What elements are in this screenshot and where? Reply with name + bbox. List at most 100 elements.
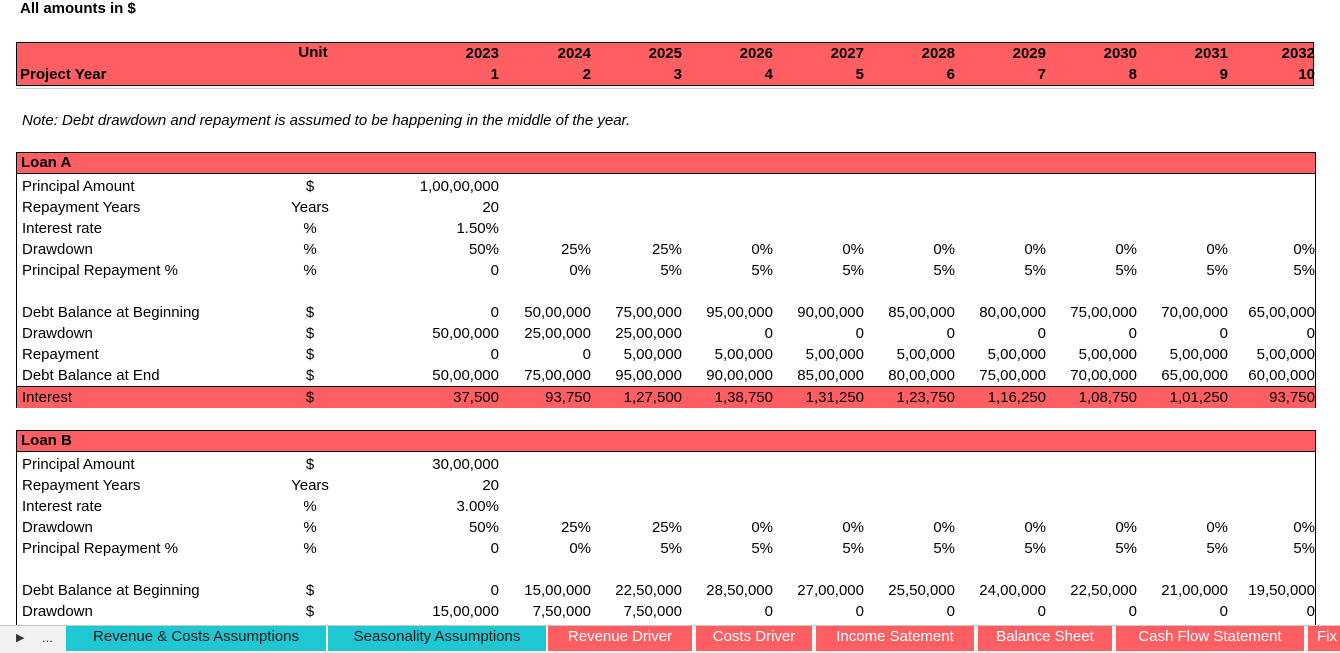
- value-cell[interactable]: 0: [1037, 325, 1046, 342]
- value-cell[interactable]: 75,00,000: [524, 367, 591, 384]
- value-cell[interactable]: 5%: [1024, 540, 1046, 557]
- value-cell[interactable]: 22,50,000: [1070, 582, 1137, 599]
- value-cell[interactable]: 85,00,000: [797, 367, 864, 384]
- value-cell[interactable]: 5,00,000: [1169, 346, 1228, 363]
- value-cell[interactable]: 5%: [1115, 262, 1137, 279]
- sheet-tab-revenue-driver[interactable]: Revenue Driver: [548, 626, 694, 651]
- value-cell[interactable]: 50%: [468, 519, 499, 536]
- value-cell[interactable]: 0: [490, 346, 499, 363]
- value-cell[interactable]: 85,00,000: [888, 304, 955, 321]
- value-cell[interactable]: 20: [482, 477, 499, 494]
- value-cell[interactable]: 0: [1037, 603, 1046, 620]
- value-cell[interactable]: 70,00,000: [1070, 367, 1137, 384]
- value-cell[interactable]: 0: [1306, 603, 1315, 620]
- value-cell[interactable]: 0%: [1206, 241, 1228, 258]
- value-cell[interactable]: 24,00,000: [979, 582, 1046, 599]
- value-cell[interactable]: 0%: [569, 262, 591, 279]
- value-cell[interactable]: 95,00,000: [706, 304, 773, 321]
- value-cell[interactable]: 20: [482, 199, 499, 216]
- value-cell[interactable]: 75,00,000: [1070, 304, 1137, 321]
- value-cell[interactable]: 0%: [1293, 241, 1315, 258]
- value-cell[interactable]: 19,50,000: [1248, 582, 1315, 599]
- value-cell[interactable]: 93,750: [545, 389, 591, 406]
- value-cell[interactable]: 0%: [933, 519, 955, 536]
- value-cell[interactable]: 5%: [1206, 262, 1228, 279]
- value-cell[interactable]: 0: [490, 540, 499, 557]
- value-cell[interactable]: 5%: [933, 540, 955, 557]
- more-tabs-button[interactable]: ...: [42, 630, 53, 645]
- value-cell[interactable]: 1,27,500: [623, 389, 682, 406]
- value-cell[interactable]: 0%: [751, 241, 773, 258]
- value-cell[interactable]: 50,00,000: [524, 304, 591, 321]
- value-cell[interactable]: 50%: [468, 241, 499, 258]
- value-cell[interactable]: 5,00,000: [1078, 346, 1137, 363]
- value-cell[interactable]: 3.00%: [456, 498, 499, 515]
- value-cell[interactable]: 25,00,000: [615, 325, 682, 342]
- sheet-tab-seasonality-assumptions[interactable]: Seasonality Assumptions: [328, 626, 548, 651]
- value-cell[interactable]: 5,00,000: [987, 346, 1046, 363]
- value-cell[interactable]: 0%: [933, 241, 955, 258]
- value-cell[interactable]: 75,00,000: [615, 304, 682, 321]
- value-cell[interactable]: 50,00,000: [432, 367, 499, 384]
- value-cell[interactable]: 5%: [842, 262, 864, 279]
- value-cell[interactable]: 0%: [1115, 241, 1137, 258]
- value-cell[interactable]: 15,00,000: [432, 603, 499, 620]
- value-cell[interactable]: 5,00,000: [896, 346, 955, 363]
- value-cell[interactable]: 22,50,000: [615, 582, 682, 599]
- value-cell[interactable]: 25%: [651, 519, 682, 536]
- value-cell[interactable]: 0: [1128, 603, 1137, 620]
- value-cell[interactable]: 1,23,750: [896, 389, 955, 406]
- value-cell[interactable]: 5%: [842, 540, 864, 557]
- sheet-tab-income-satement[interactable]: Income Satement: [816, 626, 976, 651]
- value-cell[interactable]: 5%: [1206, 540, 1228, 557]
- value-cell[interactable]: 1.50%: [456, 220, 499, 237]
- value-cell[interactable]: 5%: [933, 262, 955, 279]
- value-cell[interactable]: 15,00,000: [524, 582, 591, 599]
- value-cell[interactable]: 0: [1219, 325, 1228, 342]
- value-cell[interactable]: 0%: [1024, 519, 1046, 536]
- value-cell[interactable]: 75,00,000: [979, 367, 1046, 384]
- value-cell[interactable]: 1,38,750: [714, 389, 773, 406]
- sheet-tab-costs-driver[interactable]: Costs Driver: [696, 626, 814, 651]
- value-cell[interactable]: 1,16,250: [987, 389, 1046, 406]
- value-cell[interactable]: 95,00,000: [615, 367, 682, 384]
- value-cell[interactable]: 5,00,000: [1256, 346, 1315, 363]
- value-cell[interactable]: 7,50,000: [623, 603, 682, 620]
- value-cell[interactable]: 65,00,000: [1161, 367, 1228, 384]
- value-cell[interactable]: 25,50,000: [888, 582, 955, 599]
- value-cell[interactable]: 5%: [660, 540, 682, 557]
- value-cell[interactable]: 25%: [560, 241, 591, 258]
- value-cell[interactable]: 0%: [842, 519, 864, 536]
- value-cell[interactable]: 0: [490, 304, 499, 321]
- value-cell[interactable]: 1,00,00,000: [419, 178, 499, 195]
- value-cell[interactable]: 5%: [751, 262, 773, 279]
- value-cell[interactable]: 80,00,000: [979, 304, 1046, 321]
- value-cell[interactable]: 0: [582, 346, 591, 363]
- value-cell[interactable]: 65,00,000: [1248, 304, 1315, 321]
- sheet-tab-cash-flow-statement[interactable]: Cash Flow Statement: [1116, 626, 1306, 651]
- value-cell[interactable]: 27,00,000: [797, 582, 864, 599]
- value-cell[interactable]: 0%: [1115, 519, 1137, 536]
- value-cell[interactable]: 0%: [842, 241, 864, 258]
- value-cell[interactable]: 0: [946, 603, 955, 620]
- sheet-tab-revenue-costs-assumptions[interactable]: Revenue & Costs Assumptions: [66, 626, 328, 651]
- value-cell[interactable]: 25%: [560, 519, 591, 536]
- value-cell[interactable]: 0: [855, 603, 864, 620]
- value-cell[interactable]: 0%: [1206, 519, 1228, 536]
- value-cell[interactable]: 0: [490, 582, 499, 599]
- value-cell[interactable]: 0: [1306, 325, 1315, 342]
- value-cell[interactable]: 28,50,000: [706, 582, 773, 599]
- value-cell[interactable]: 0: [1219, 603, 1228, 620]
- value-cell[interactable]: 90,00,000: [706, 367, 773, 384]
- value-cell[interactable]: 37,500: [453, 389, 499, 406]
- value-cell[interactable]: 90,00,000: [797, 304, 864, 321]
- value-cell[interactable]: 70,00,000: [1161, 304, 1228, 321]
- value-cell[interactable]: 25%: [651, 241, 682, 258]
- scroll-tabs-icon[interactable]: ▶: [16, 632, 25, 644]
- sheet-tab-fix[interactable]: Fix: [1308, 626, 1340, 651]
- value-cell[interactable]: 21,00,000: [1161, 582, 1228, 599]
- value-cell[interactable]: 25,00,000: [524, 325, 591, 342]
- value-cell[interactable]: 60,00,000: [1248, 367, 1315, 384]
- value-cell[interactable]: 0: [490, 262, 499, 279]
- value-cell[interactable]: 1,08,750: [1078, 389, 1137, 406]
